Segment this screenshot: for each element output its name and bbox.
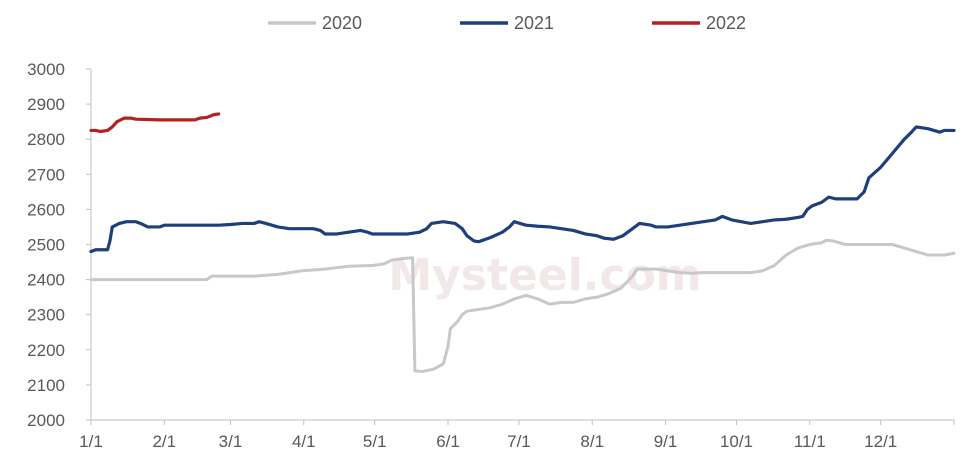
y-tick-label: 2400 [27,271,65,290]
x-tick-label: 5/1 [363,432,387,451]
x-tick-label: 2/1 [152,432,176,451]
x-tick-label: 6/1 [436,432,460,451]
x-tick-label: 3/1 [219,432,243,451]
y-tick-label: 2000 [27,411,65,430]
x-tick-label: 9/1 [654,432,678,451]
y-tick-label: 2100 [27,376,65,395]
legend-label-2022: 2022 [706,13,746,33]
legend-label-2020: 2020 [322,13,362,33]
watermark: Mysteel.com [388,250,701,301]
x-tick-label: 7/1 [507,432,531,451]
y-axis: 2000 2100 2200 2300 2400 2500 2600 2700 2800 2900… [27,60,92,430]
x-tick-label: 1/1 [79,432,103,451]
series-line-2021 [89,125,956,254]
y-tick-label: 2900 [27,95,65,114]
series-layer [89,112,956,374]
series-line-2020 [89,238,956,374]
y-tick-label: 2700 [27,165,65,184]
x-tick-label: 4/1 [292,432,316,451]
legend: 2020 2021 2022 [268,13,746,33]
y-tick-label: 2500 [27,236,65,255]
series-line-2022 [89,112,221,134]
watermark-text: Mysteel.com [388,250,701,301]
x-axis: 1/1 2/1 3/1 4/1 5/1 6/1 7/1 8/1 9/1 10/1 11/1 12/1 [79,419,955,451]
y-tick-label: 2200 [27,341,65,360]
x-tick-label: 12/1 [864,432,897,451]
y-tick-label: 3000 [27,60,65,79]
y-tick-label: 2600 [27,200,65,219]
y-tick-label: 2800 [27,130,65,149]
y-tick-label: 2300 [27,306,65,325]
x-tick-label: 8/1 [580,432,604,451]
legend-label-2021: 2021 [514,13,554,33]
x-tick-label: 11/1 [794,432,826,451]
x-tick-label: 10/1 [720,432,753,451]
